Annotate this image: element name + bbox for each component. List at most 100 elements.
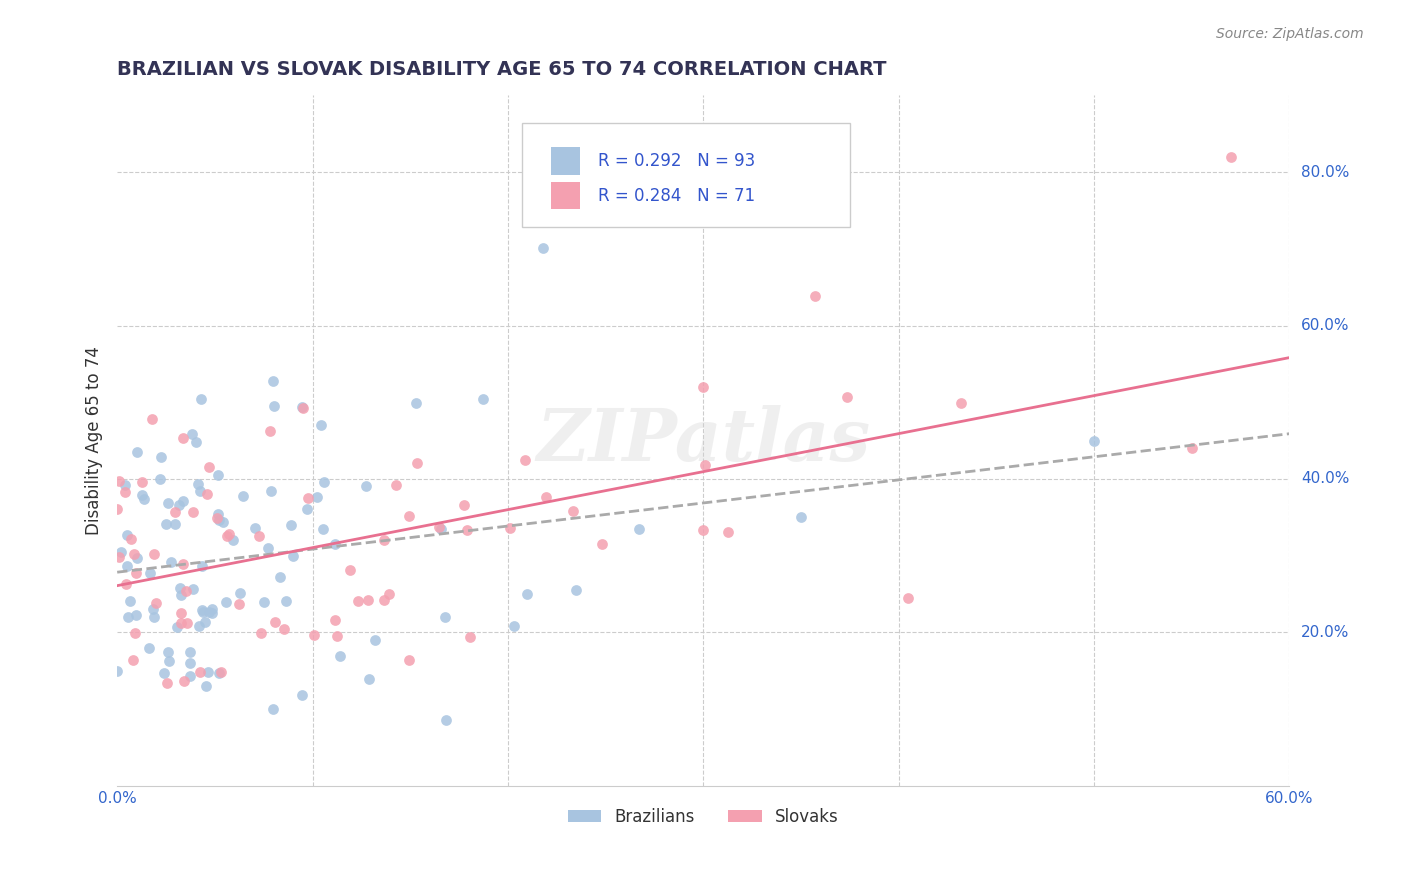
Point [326, 629, 349, 643]
Point [695, 458, 717, 473]
Point [513, 453, 536, 467]
Point [122, 547, 145, 561]
Point [503, 619, 526, 633]
Point [291, 400, 314, 414]
Point [398, 653, 420, 667]
Point [190, 392, 212, 406]
Point [269, 570, 291, 584]
Point [949, 395, 972, 409]
Point [243, 521, 266, 535]
Point [628, 522, 651, 536]
Point [184, 434, 207, 449]
Point [790, 510, 813, 524]
Point [155, 517, 177, 532]
Point [125, 608, 148, 623]
Point [292, 401, 315, 415]
Point [201, 602, 224, 616]
Point [222, 533, 245, 547]
Point [188, 484, 211, 499]
Point [263, 399, 285, 413]
Point [208, 666, 231, 681]
Text: 20.0%: 20.0% [1301, 625, 1350, 640]
Point [430, 522, 453, 536]
Point [201, 606, 224, 620]
Point [142, 602, 165, 616]
Point [163, 516, 186, 531]
Point [259, 424, 281, 438]
Point [257, 541, 280, 555]
Point [172, 431, 194, 445]
Point [564, 583, 586, 598]
Point [169, 581, 191, 595]
Point [312, 523, 335, 537]
Point [159, 555, 181, 569]
Point [194, 615, 217, 629]
Point [207, 513, 229, 527]
Point [105, 502, 128, 516]
Point [263, 702, 285, 716]
Point [1083, 434, 1105, 448]
Point [297, 491, 319, 505]
Point [897, 591, 920, 606]
Point [114, 485, 136, 500]
Bar [551, 182, 581, 210]
Point [359, 673, 381, 687]
Point [108, 550, 131, 565]
Point [125, 550, 148, 565]
Point [264, 615, 287, 629]
Point [804, 289, 827, 303]
Point [531, 241, 554, 255]
Point [260, 484, 283, 499]
Point [329, 649, 352, 664]
Text: BRAZILIAN VS SLOVAK DISABILITY AGE 65 TO 74 CORRELATION CHART: BRAZILIAN VS SLOVAK DISABILITY AGE 65 TO… [117, 60, 887, 78]
Point [124, 566, 146, 581]
Point [197, 487, 219, 501]
Point [108, 474, 131, 488]
Point [114, 577, 136, 591]
Point [323, 613, 346, 627]
Point [304, 627, 326, 641]
Point [215, 529, 238, 543]
Point [458, 631, 481, 645]
Point [117, 610, 139, 624]
Text: R = 0.292   N = 93: R = 0.292 N = 93 [598, 152, 755, 170]
Point [141, 411, 163, 425]
Point [1181, 442, 1204, 456]
Legend: Brazilians, Slovaks: Brazilians, Slovaks [561, 801, 845, 832]
Point [291, 689, 314, 703]
Point [405, 396, 427, 410]
Point [187, 476, 209, 491]
Point [456, 523, 478, 537]
Point [198, 605, 221, 619]
Point [166, 620, 188, 634]
Point [142, 609, 165, 624]
Point [115, 527, 138, 541]
Point [152, 666, 174, 681]
Point [169, 499, 191, 513]
Point [592, 537, 614, 551]
Point [120, 594, 142, 608]
Point [307, 490, 329, 504]
Point [276, 594, 298, 608]
Point [398, 509, 420, 524]
Point [174, 583, 197, 598]
Point [194, 679, 217, 693]
Point [156, 675, 179, 690]
Point [181, 582, 204, 597]
Text: 60.0%: 60.0% [1301, 318, 1350, 333]
Point [179, 668, 201, 682]
Point [124, 626, 146, 640]
Text: 80.0%: 80.0% [1301, 165, 1350, 179]
Point [232, 489, 254, 503]
Point [191, 559, 214, 574]
Point [170, 606, 193, 620]
Point [562, 504, 585, 518]
Point [247, 529, 270, 543]
Point [179, 656, 201, 670]
Point [357, 593, 380, 607]
Point [314, 475, 336, 490]
Point [373, 533, 395, 547]
Point [207, 511, 229, 525]
Point [1219, 150, 1241, 164]
Point [716, 525, 738, 540]
